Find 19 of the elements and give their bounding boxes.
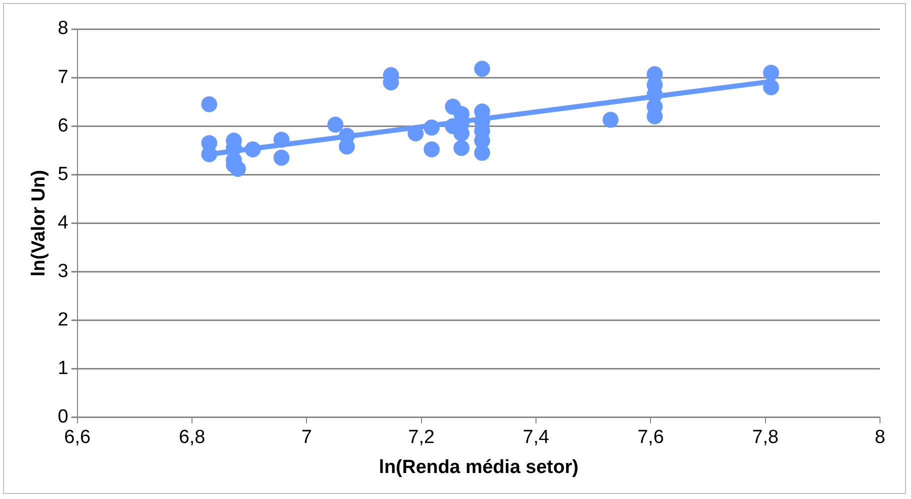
y-tick-label: 6 xyxy=(58,115,68,136)
x-tick-label: 7,6 xyxy=(637,427,664,448)
x-tick-label: 6,6 xyxy=(64,427,91,448)
x-tick-label: 8 xyxy=(874,427,886,448)
x-tick-label: 7,4 xyxy=(522,427,550,448)
x-tick-label: 7,8 xyxy=(752,427,779,448)
y-tick-label: 1 xyxy=(58,358,68,380)
y-tick-label: 5 xyxy=(58,164,68,185)
y-tick-label: 2 xyxy=(58,310,68,331)
y-tick-label: 7 xyxy=(58,66,68,88)
y-tick-label: 0 xyxy=(58,406,68,428)
x-tick-label: 7 xyxy=(301,427,312,448)
y-tick-label: 4 xyxy=(58,212,69,234)
y-tick-label: 8 xyxy=(58,18,68,40)
x-tick-label: 7,2 xyxy=(408,427,435,448)
x-axis-title: ln(Renda média setor) xyxy=(378,456,578,478)
y-tick-label: 3 xyxy=(58,260,68,282)
x-tick-label: 6,8 xyxy=(178,427,206,448)
y-axis-title: ln(Valor Un) xyxy=(28,170,50,277)
